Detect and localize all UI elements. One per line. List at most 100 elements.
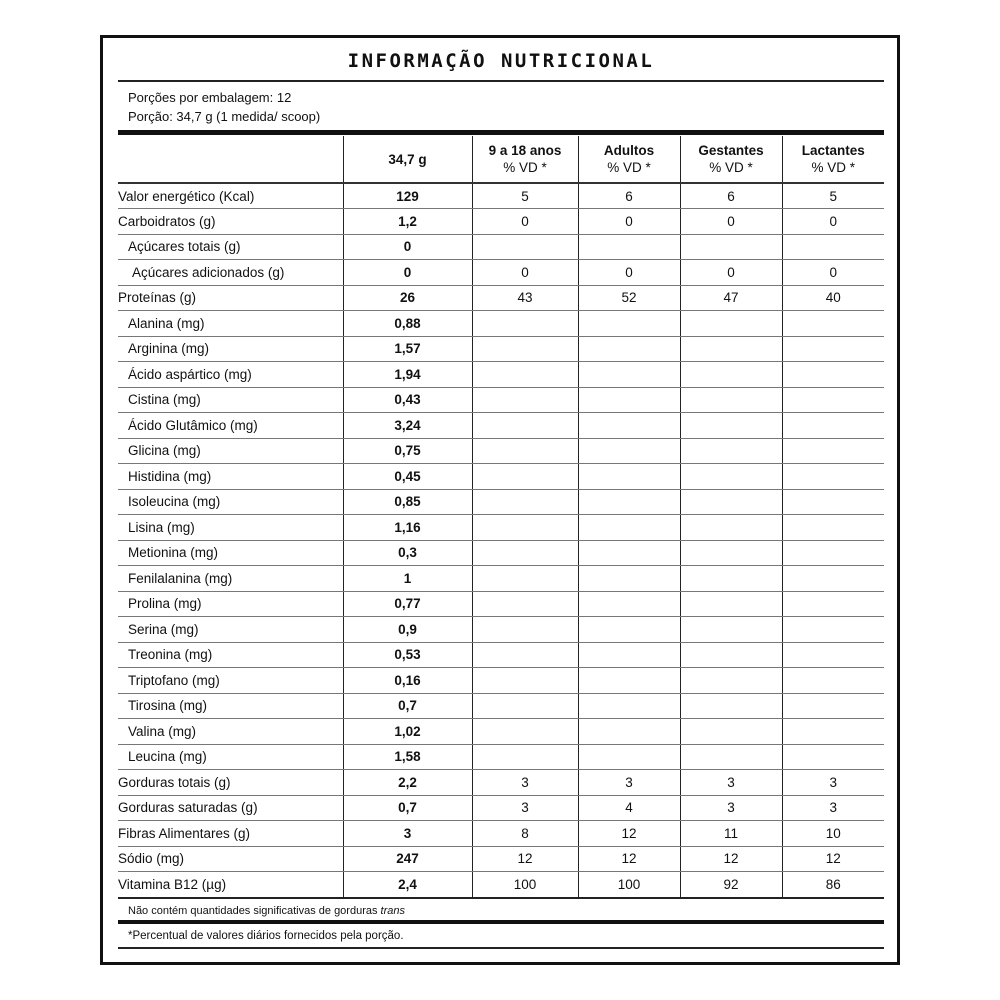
daily-value-percent: 0 xyxy=(781,259,884,286)
daily-value-percent xyxy=(781,565,884,592)
nutrient-name: Gorduras saturadas (g) xyxy=(118,795,343,821)
daily-value-percent xyxy=(679,310,782,337)
table-row: Treonina (mg) 0,53 xyxy=(118,642,884,668)
daily-value-percent xyxy=(471,514,578,541)
nutrient-amount: 3,24 xyxy=(342,412,472,439)
table-row: Ácido aspártico (mg) 1,94 xyxy=(118,361,884,388)
footnote-vd: *Percentual de valores diários fornecido… xyxy=(128,930,404,942)
label-title: INFORMAÇÃO NUTRICIONAL xyxy=(347,50,655,72)
nutrient-name: Açúcares adicionados (g) xyxy=(118,259,343,286)
daily-value-percent xyxy=(679,565,782,592)
daily-value-percent xyxy=(679,616,782,643)
daily-value-percent: 12 xyxy=(471,846,578,872)
serving-size: Porção: 34,7 g (1 medida/ scoop) xyxy=(128,109,321,124)
daily-value-percent: 92 xyxy=(679,871,782,898)
daily-value-percent xyxy=(471,387,578,413)
nutrient-name: Fenilalanina (mg) xyxy=(118,565,343,592)
nutrient-name: Valor energético (Kcal) xyxy=(118,183,343,209)
daily-value-percent: 43 xyxy=(471,285,578,311)
header-line-1: Gestantes xyxy=(698,143,764,158)
daily-value-percent: 0 xyxy=(471,208,578,235)
table-row: Isoleucina (mg) 0,85 xyxy=(118,489,884,515)
daily-value-percent: 52 xyxy=(577,285,680,311)
daily-value-percent: 0 xyxy=(471,259,578,286)
nutrient-name: Triptofano (mg) xyxy=(118,667,343,694)
daily-value-percent xyxy=(577,336,680,362)
daily-value-percent xyxy=(679,463,782,490)
daily-value-percent xyxy=(471,642,578,668)
daily-value-percent xyxy=(471,310,578,337)
nutrient-amount: 0,16 xyxy=(342,667,472,694)
daily-value-percent xyxy=(471,744,578,770)
daily-value-percent xyxy=(781,718,884,745)
nutrient-amount: 1,58 xyxy=(342,744,472,770)
daily-value-percent xyxy=(781,336,884,362)
nutrient-amount: 0,9 xyxy=(342,616,472,643)
nutrient-name: Carboidratos (g) xyxy=(118,208,343,235)
daily-value-percent: 3 xyxy=(577,769,680,796)
nutrient-name: Glicina (mg) xyxy=(118,438,343,464)
nutrient-name: Gorduras totais (g) xyxy=(118,769,343,796)
nutrient-name: Fibras Alimentares (g) xyxy=(118,820,343,847)
column-header: 34,7 g xyxy=(342,136,472,184)
daily-value-percent xyxy=(577,234,680,260)
table-row: Sódio (mg) 247 12 12 12 12 xyxy=(118,846,884,872)
nutrient-amount: 0,7 xyxy=(342,795,472,821)
daily-value-percent: 3 xyxy=(679,795,782,821)
footnote-trans: Não contém quantidades significativas de… xyxy=(128,905,405,917)
daily-value-percent xyxy=(679,412,782,439)
table-row: Glicina (mg) 0,75 xyxy=(118,438,884,464)
daily-value-percent: 40 xyxy=(781,285,884,311)
daily-value-percent xyxy=(471,336,578,362)
daily-value-percent xyxy=(679,718,782,745)
nutrient-amount: 0,75 xyxy=(342,438,472,464)
table-row: Valor energético (Kcal) 129 5 6 6 5 xyxy=(118,183,884,209)
daily-value-percent xyxy=(781,693,884,719)
daily-value-percent xyxy=(679,336,782,362)
footnote-trans-text: Não contém quantidades significativas de… xyxy=(128,905,378,917)
daily-value-percent: 10 xyxy=(781,820,884,847)
daily-value-percent: 3 xyxy=(781,795,884,821)
header-line-2: % VD * xyxy=(607,160,651,175)
nutrient-amount: 0,53 xyxy=(342,642,472,668)
daily-value-percent xyxy=(679,591,782,617)
daily-value-percent xyxy=(577,718,680,745)
daily-value-percent: 0 xyxy=(679,259,782,286)
daily-value-percent xyxy=(471,565,578,592)
header-line-1: 9 a 18 anos xyxy=(488,143,562,158)
header-line-2: % VD * xyxy=(811,160,855,175)
nutrient-amount: 0,7 xyxy=(342,693,472,719)
nutrient-name: Açúcares totais (g) xyxy=(118,234,343,260)
table-row: Ácido Glutâmico (mg) 3,24 xyxy=(118,412,884,439)
daily-value-percent xyxy=(781,642,884,668)
nutrient-amount: 0,45 xyxy=(342,463,472,490)
nutrient-amount: 0,3 xyxy=(342,540,472,566)
nutrient-name: Treonina (mg) xyxy=(118,642,343,668)
daily-value-percent xyxy=(781,489,884,515)
nutrient-amount: 0 xyxy=(342,259,472,286)
nutrient-name: Ácido Glutâmico (mg) xyxy=(118,412,343,439)
nutrient-name: Prolina (mg) xyxy=(118,591,343,617)
table-row: Triptofano (mg) 0,16 xyxy=(118,667,884,694)
daily-value-percent xyxy=(577,591,680,617)
daily-value-percent xyxy=(679,361,782,388)
daily-value-percent xyxy=(577,361,680,388)
divider xyxy=(118,947,884,949)
daily-value-percent xyxy=(577,642,680,668)
daily-value-percent xyxy=(471,489,578,515)
daily-value-percent xyxy=(471,718,578,745)
header-line-1: Adultos xyxy=(603,143,655,158)
daily-value-percent xyxy=(471,438,578,464)
footnote-trans-italic: trans xyxy=(380,905,406,917)
nutrient-name: Serina (mg) xyxy=(118,616,343,643)
daily-value-percent xyxy=(679,744,782,770)
nutrient-name: Histidina (mg) xyxy=(118,463,343,490)
table-row: Açúcares totais (g) 0 xyxy=(118,234,884,260)
daily-value-percent: 3 xyxy=(471,769,578,796)
table-row: Vitamina B12 (µg) 2,4 100 100 92 86 xyxy=(118,871,884,898)
table-row: Histidina (mg) 0,45 xyxy=(118,463,884,490)
nutrient-amount: 0,88 xyxy=(342,310,472,337)
header-line-1: Lactantes xyxy=(801,143,865,158)
daily-value-percent xyxy=(577,438,680,464)
daily-value-percent xyxy=(781,387,884,413)
